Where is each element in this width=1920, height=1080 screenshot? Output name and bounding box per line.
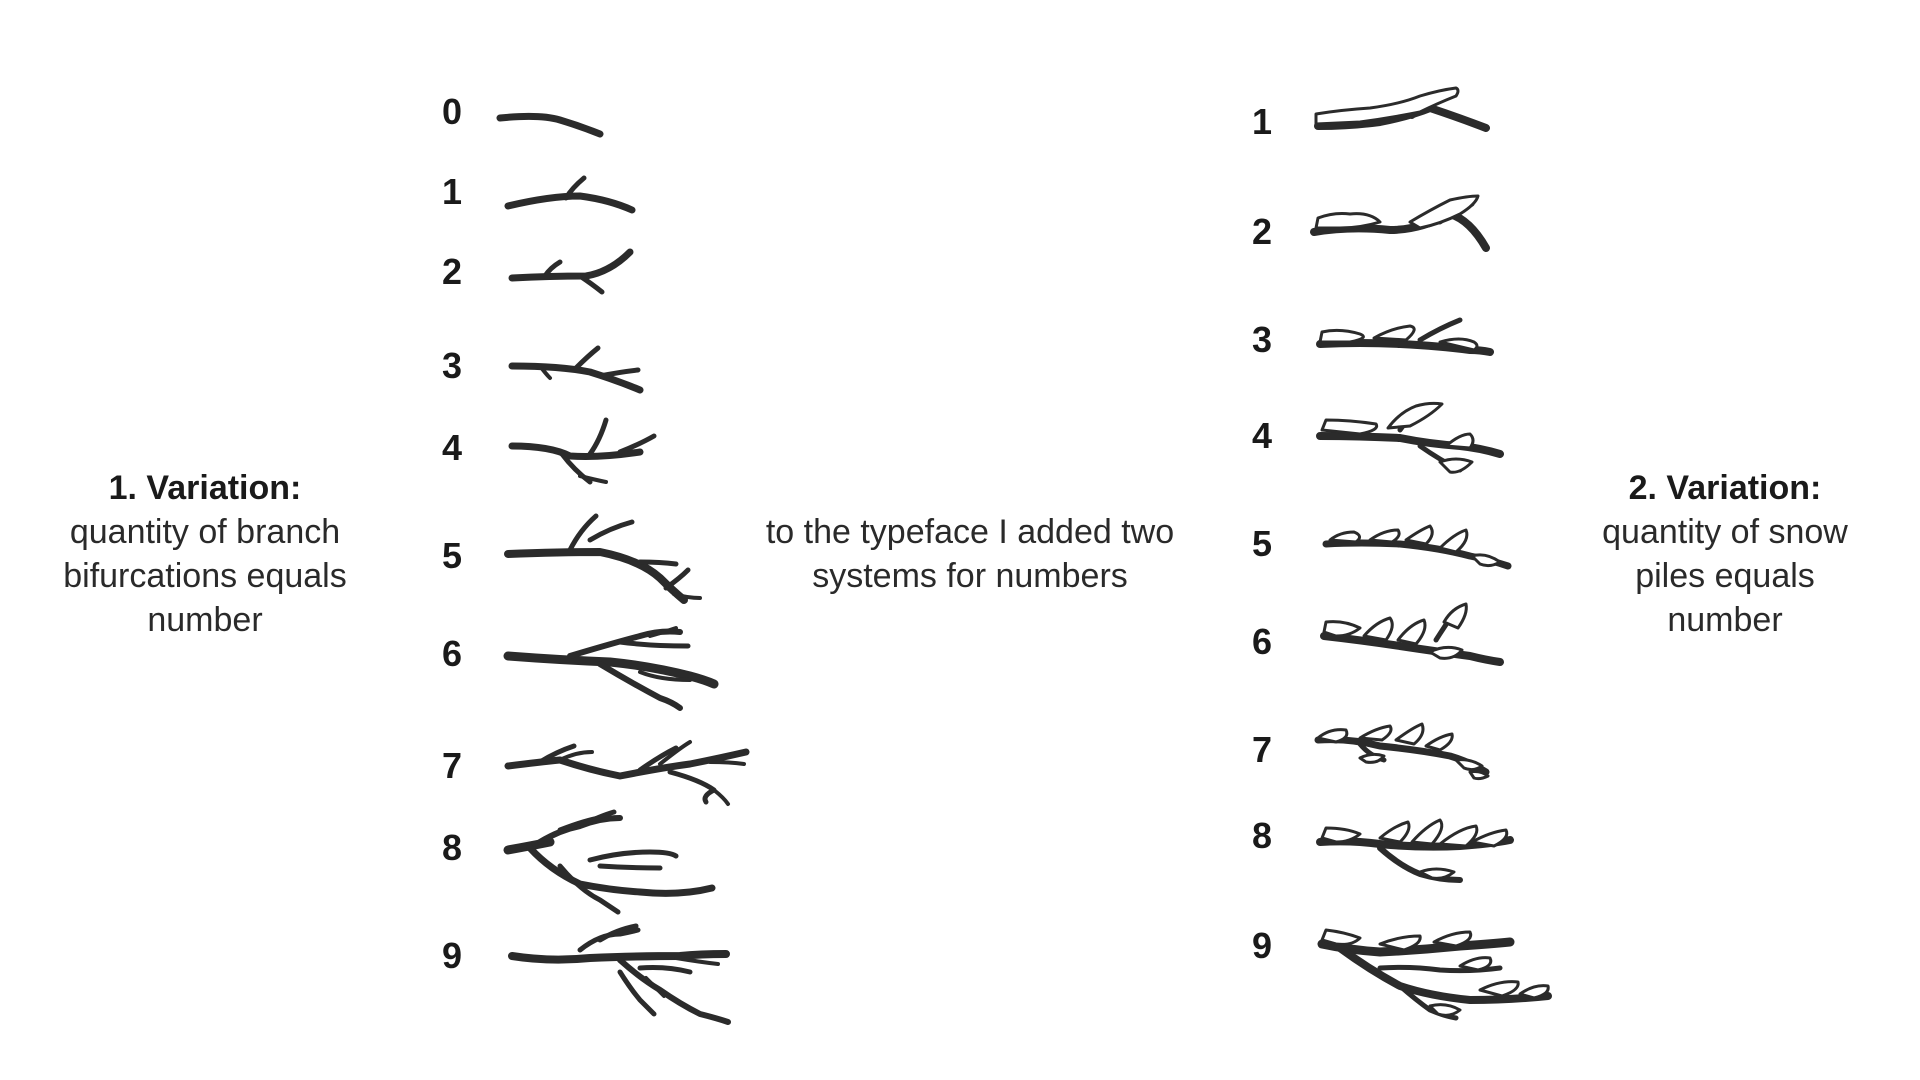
snow-variation-line-3: number bbox=[1667, 601, 1783, 639]
branch-numeral-0: 0 bbox=[441, 91, 463, 132]
branch-variation-line-2: bifurcations equals bbox=[63, 557, 347, 595]
branch-variation-line-3: number bbox=[147, 601, 263, 639]
snow-numeral-9: 9 bbox=[1251, 925, 1273, 966]
branch-numeral-9: 9 bbox=[441, 935, 463, 976]
branch-variation-caption: 1. Variation: quantity of branch bifurca… bbox=[40, 466, 370, 642]
branch-glyph-1 bbox=[504, 175, 636, 214]
snow-numeral-4: 4 bbox=[1251, 415, 1273, 456]
branch-glyph-8 bbox=[503, 809, 716, 915]
center-caption-line-1: to the typeface I added two bbox=[765, 513, 1175, 551]
snow-numeral-6: 6 bbox=[1251, 621, 1273, 662]
snow-variation-title: 2. Variation: bbox=[1628, 469, 1822, 507]
branch-glyph-3 bbox=[508, 345, 644, 394]
snow-numeral-1: 1 bbox=[1251, 101, 1273, 142]
center-caption: to the typeface I added two systems for … bbox=[740, 510, 1200, 598]
branch-numeral-4: 4 bbox=[441, 427, 463, 468]
branch-numeral-8: 8 bbox=[441, 827, 463, 868]
snow-glyph-3 bbox=[1316, 317, 1494, 356]
snow-glyph-4 bbox=[1316, 401, 1504, 474]
branch-numeral-1: 1 bbox=[441, 171, 463, 212]
snow-numeral-8: 8 bbox=[1251, 815, 1273, 856]
branch-numeral-3: 3 bbox=[441, 345, 463, 386]
snow-glyph-5 bbox=[1322, 524, 1512, 570]
branch-variation-line-1: quantity of branch bbox=[69, 513, 341, 551]
snow-numeral-5: 5 bbox=[1251, 523, 1273, 564]
branch-glyph-2 bbox=[508, 248, 634, 295]
branch-numeral-6: 6 bbox=[441, 633, 463, 674]
snow-variation-line-1: quantity of snow bbox=[1602, 513, 1848, 551]
snow-glyph-9 bbox=[1317, 928, 1552, 1021]
branch-variation-title: 1. Variation: bbox=[108, 469, 302, 507]
branch-glyph-9 bbox=[508, 923, 731, 1025]
branch-glyph-7 bbox=[504, 740, 750, 806]
branch-glyph-5 bbox=[504, 513, 702, 604]
branch-glyph-0 bbox=[496, 112, 604, 138]
snow-glyph-7 bbox=[1314, 722, 1490, 781]
center-caption-line-2: systems for numbers bbox=[812, 557, 1128, 595]
branch-numeral-7: 7 bbox=[441, 745, 463, 786]
snow-glyph-8 bbox=[1316, 818, 1514, 883]
snow-variation-line-2: piles equals bbox=[1635, 557, 1815, 595]
snow-glyph-1 bbox=[1314, 86, 1490, 132]
snow-glyph-2 bbox=[1310, 194, 1490, 252]
snow-numeral-2: 2 bbox=[1251, 211, 1273, 252]
snow-glyph-6 bbox=[1320, 602, 1504, 666]
snow-variation-caption: 2. Variation: quantity of snow piles equ… bbox=[1560, 466, 1890, 642]
branch-glyph-6 bbox=[503, 626, 719, 711]
branch-glyph-4 bbox=[508, 417, 657, 485]
branch-numeral-2: 2 bbox=[441, 251, 463, 292]
branch-numeral-5: 5 bbox=[441, 535, 463, 576]
snow-numeral-7: 7 bbox=[1251, 729, 1273, 770]
snow-numeral-3: 3 bbox=[1251, 319, 1273, 360]
